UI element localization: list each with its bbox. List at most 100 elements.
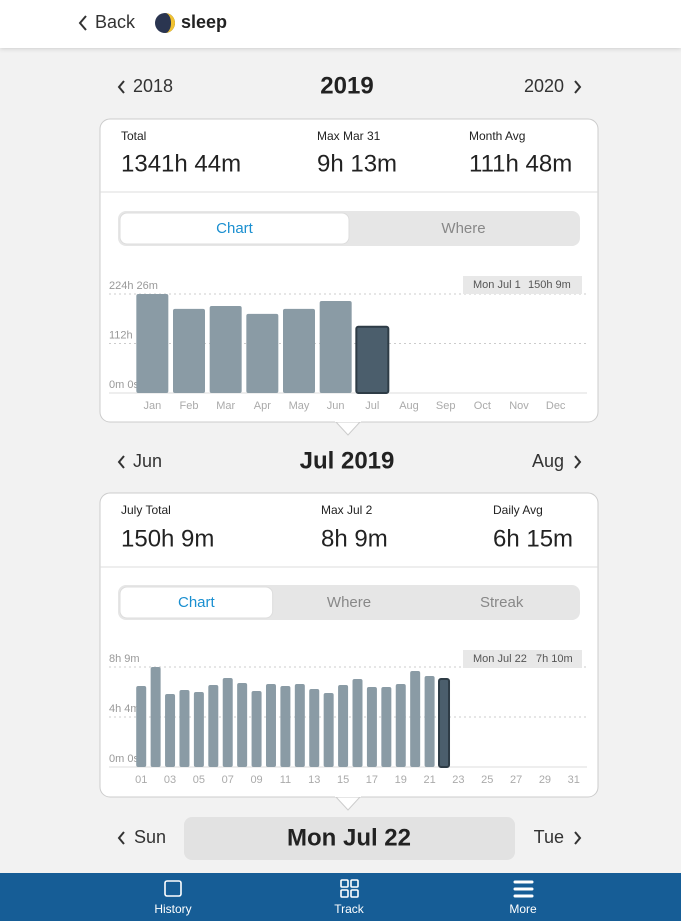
tooltip (463, 276, 582, 294)
x-tick-label: Dec (546, 400, 566, 412)
bar[interactable] (395, 684, 406, 767)
stat-label: Total (121, 129, 146, 143)
prev-chevron[interactable] (117, 80, 125, 94)
y-tick-label: 0m 0s (109, 379, 139, 391)
next-month[interactable]: Aug (532, 451, 564, 471)
x-tick-label: Aug (399, 400, 419, 412)
x-tick-label: 23 (452, 774, 464, 786)
x-tick-label: 07 (222, 774, 234, 786)
bar[interactable] (246, 313, 279, 393)
tab[interactable]: Where (441, 220, 485, 237)
tab-bar-label[interactable]: More (509, 902, 537, 916)
tab-selected[interactable] (119, 212, 350, 245)
x-tick-label: 15 (337, 774, 349, 786)
prev-year[interactable]: 2018 (133, 76, 173, 96)
stat-value: 111h 48m (469, 150, 572, 177)
bar[interactable] (381, 687, 392, 767)
pointer-cover (335, 419, 361, 422)
bar[interactable] (280, 686, 291, 767)
bar[interactable] (424, 675, 435, 767)
tooltip-date: Mon Jul 1 (473, 279, 521, 291)
bar[interactable] (237, 682, 248, 767)
track-icon (350, 889, 359, 898)
bar[interactable] (366, 687, 377, 767)
tab-bar-label[interactable]: Track (334, 902, 365, 916)
x-tick-label: 01 (135, 774, 147, 786)
x-tick-label: 25 (481, 774, 493, 786)
x-tick-label: 05 (193, 774, 205, 786)
next-day[interactable]: Tue (534, 827, 564, 847)
tooltip-value: 150h 9m (528, 279, 571, 291)
next-chevron[interactable] (574, 80, 582, 94)
x-tick-label: Nov (509, 400, 529, 412)
bar[interactable] (265, 684, 276, 767)
card-pointer (334, 796, 362, 811)
tooltip-date: Mon Jul 22 (473, 653, 527, 665)
bar[interactable] (319, 300, 352, 393)
bar[interactable] (309, 688, 320, 767)
bar[interactable] (193, 692, 204, 767)
day-title: Mon Jul 22 (287, 824, 411, 851)
bar[interactable] (323, 693, 334, 767)
bar[interactable] (165, 693, 176, 767)
bar[interactable] (136, 686, 147, 767)
back-chevron[interactable] (78, 15, 87, 31)
x-tick-label: Jun (327, 400, 345, 412)
next-chevron[interactable] (574, 831, 582, 845)
tab[interactable]: Chart (216, 220, 254, 237)
prev-chevron[interactable] (117, 831, 125, 845)
tab[interactable]: Streak (480, 594, 524, 611)
y-tick-label: 0m 0s (109, 753, 139, 765)
x-tick-label: May (289, 400, 310, 412)
app-name: sleep (181, 12, 227, 32)
stat-value: 8h 9m (321, 525, 388, 552)
bar[interactable] (355, 325, 390, 394)
bar[interactable] (294, 684, 305, 767)
bar[interactable] (283, 308, 315, 393)
bar[interactable] (338, 685, 349, 767)
tab-bar-label[interactable]: History (154, 902, 191, 916)
bar[interactable] (136, 294, 169, 393)
x-tick-label: 11 (280, 774, 291, 786)
bar[interactable] (173, 308, 205, 393)
x-tick-label: Mar (216, 400, 235, 412)
x-tick-label: Sep (436, 400, 456, 412)
bar[interactable] (352, 679, 363, 767)
bar[interactable] (150, 667, 161, 767)
stat-label: Daily Avg (493, 503, 543, 517)
tooltip (463, 650, 582, 668)
y-tick-label: 4h 4m (109, 703, 140, 715)
prev-month[interactable]: Jun (133, 451, 162, 471)
bar[interactable] (251, 691, 262, 767)
stat-value: 1341h 44m (121, 150, 241, 177)
x-tick-label: Jan (143, 400, 161, 412)
x-tick-label: 31 (568, 774, 580, 786)
tab[interactable]: Chart (178, 594, 216, 611)
bar[interactable] (438, 678, 451, 768)
stat-label: Max Jul 2 (321, 503, 373, 517)
x-tick-label: Feb (180, 400, 199, 412)
card-pointer (334, 421, 362, 436)
x-tick-label: 27 (510, 774, 522, 786)
back[interactable]: Back (95, 12, 136, 32)
next-year[interactable]: 2020 (524, 76, 564, 96)
bar[interactable] (179, 689, 190, 767)
bar[interactable] (222, 678, 233, 767)
stat-value: 9h 13m (317, 150, 397, 177)
prev-chevron[interactable] (117, 455, 125, 469)
bar[interactable] (410, 671, 421, 767)
tab-selected[interactable] (119, 586, 274, 619)
pointer-cover (335, 794, 361, 797)
stat-label: Month Avg (469, 129, 525, 143)
next-chevron[interactable] (574, 455, 582, 469)
bar[interactable] (208, 685, 219, 767)
day-pill (184, 817, 515, 860)
prev-day[interactable]: Sun (134, 827, 166, 847)
tab[interactable]: Where (327, 594, 371, 611)
bar[interactable] (209, 306, 242, 393)
x-tick-label: 19 (395, 774, 407, 786)
stat-label: Max Mar 31 (317, 129, 381, 143)
app-icon-moon (165, 13, 175, 33)
year-title: 2019 (320, 72, 373, 99)
